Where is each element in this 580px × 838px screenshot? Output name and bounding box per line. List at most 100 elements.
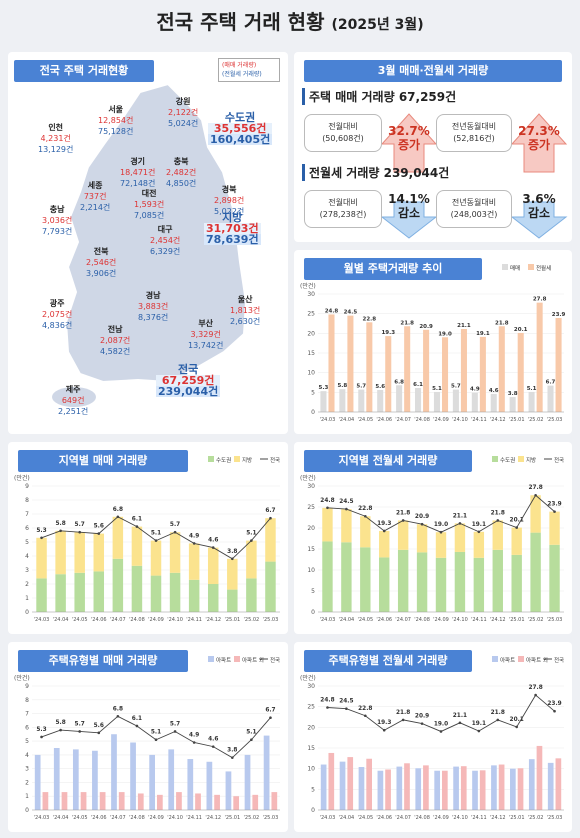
- legend-swatch: [528, 264, 534, 270]
- region-rent: 2,214건: [80, 203, 111, 212]
- x-tick-label: '24.08: [414, 417, 430, 423]
- x-tick-label: '25.03: [263, 815, 279, 821]
- point-total: [515, 526, 518, 529]
- bar-apt: [320, 764, 327, 810]
- legend-label: 전국: [554, 456, 564, 464]
- data-label-total: 3.8: [227, 549, 237, 555]
- data-label-total: 5.8: [55, 720, 65, 726]
- point-total: [97, 532, 101, 535]
- map-region-15: 전남 2,087건 4,582건: [100, 324, 130, 357]
- bar-nonapt: [99, 792, 106, 810]
- region-rent: 7,085건: [134, 211, 165, 220]
- bar-nonapt: [536, 745, 543, 810]
- point-total: [97, 731, 101, 735]
- y-tick-label: 0: [25, 609, 29, 616]
- data-label-total: 5.6: [94, 723, 104, 729]
- bar-local: [341, 509, 352, 543]
- data-label-total: 20.1: [510, 518, 524, 524]
- x-tick-label: '24.11: [186, 617, 202, 623]
- y-tick-label: 3: [25, 567, 29, 574]
- data-label-total: 20.9: [415, 714, 429, 720]
- x-tick-label: '24.06: [376, 617, 392, 623]
- data-label-total: 19.1: [472, 522, 486, 528]
- bar-capital: [435, 557, 447, 612]
- x-tick-label: '24.06: [376, 815, 392, 821]
- y-tick-label: 30: [307, 483, 315, 490]
- y-axis-label: (만건): [300, 474, 316, 482]
- data-label-rent: 27.8: [533, 297, 547, 303]
- y-tick-label: 1: [25, 793, 29, 800]
- data-label-sale: 5.8: [337, 383, 347, 389]
- point-total: [553, 510, 556, 513]
- bar-nonapt: [157, 794, 163, 810]
- point-total: [326, 706, 329, 709]
- data-label-rent: 23.9: [552, 312, 566, 318]
- region-rent: 72,148건: [120, 179, 156, 188]
- data-label-total: 5.7: [170, 522, 180, 528]
- x-tick-label: '24.08: [414, 815, 430, 821]
- y-tick-label: 10: [307, 567, 315, 574]
- bar-apt: [453, 766, 459, 810]
- x-tick-label: '24.06: [91, 617, 107, 623]
- map-title: 전국 주택 거래현황: [14, 60, 154, 82]
- point-total: [78, 730, 81, 733]
- rent-yoy-pct: 3.6% 감소: [522, 192, 556, 220]
- y-tick-label: 10: [307, 370, 315, 377]
- data-label-total: 21.8: [396, 510, 410, 516]
- bar-nonapt: [479, 770, 486, 810]
- x-tick-label: '25.02: [528, 617, 544, 623]
- y-tick-label: 20: [307, 525, 315, 532]
- bar-apt: [472, 770, 478, 810]
- region-sale: 3,329건: [190, 330, 221, 339]
- y-tick-label: 7: [25, 511, 29, 518]
- title-main: 전국 주택 거래 현황: [156, 10, 325, 34]
- bar-sale: [471, 392, 478, 412]
- map-region-0: 서울 12,854건 75,128건: [98, 104, 133, 137]
- bar-apt: [149, 754, 155, 810]
- legend-sale: (매매 거래량): [222, 62, 257, 69]
- bar-nonapt: [347, 757, 354, 810]
- region-rent: 13,129건: [38, 145, 74, 154]
- data-label-total: 3.8: [227, 748, 237, 754]
- data-label-total: 6.1: [132, 716, 142, 722]
- data-label-sale: 3.8: [508, 391, 518, 397]
- point-total: [59, 728, 62, 732]
- x-tick-label: '24.05: [357, 815, 373, 821]
- data-label-total: 24.8: [320, 697, 334, 703]
- rent-yoy-box: 전년동월대비 (248,003건): [436, 190, 512, 228]
- bar-rent: [404, 326, 411, 412]
- map-region-2: 인천 4,231건 13,129건: [38, 122, 73, 155]
- y-tick-label: 2: [25, 581, 29, 588]
- chart-panel-type-sale: 주택유형별 매매 거래량 (만건) 0 1 2 3 4 5 6 7 8 9 아파트 아파트 외 전국 '24…: [8, 642, 288, 832]
- bar-capital: [322, 541, 333, 612]
- y-tick-label: 2: [25, 779, 29, 786]
- legend-label: 전국: [270, 456, 280, 464]
- map-region-1: 강원 2,122건 5,024건: [168, 96, 198, 129]
- point-total: [269, 716, 272, 719]
- bar-capital: [360, 547, 371, 612]
- y-tick-label: 5: [311, 786, 315, 793]
- bar-capital: [131, 565, 143, 612]
- region-rent: 4,582건: [100, 347, 131, 356]
- region-rent: 13,742건: [188, 341, 224, 350]
- x-tick-label: '24.09: [148, 815, 164, 821]
- region-sale: 3,883건: [138, 302, 169, 311]
- data-label-total: 5.3: [36, 528, 46, 534]
- bar-apt: [415, 768, 422, 810]
- data-label-sale: 4.6: [489, 388, 499, 394]
- region-rent: 5,024건: [168, 119, 199, 128]
- bar-nonapt: [214, 794, 220, 810]
- x-tick-label: '25.03: [547, 417, 563, 423]
- bar-nonapt: [366, 758, 372, 810]
- data-label-total: 4.6: [208, 737, 218, 743]
- x-tick-label: '24.09: [433, 617, 449, 623]
- bar-apt: [434, 770, 440, 810]
- legend-label: 수도권: [216, 456, 231, 464]
- data-label-rent: 20.1: [514, 327, 528, 333]
- point-total: [345, 507, 348, 511]
- bar-nonapt: [271, 792, 278, 810]
- x-tick-label: '24.05: [72, 815, 88, 821]
- bar-sale: [339, 389, 346, 412]
- bar-local: [397, 520, 409, 550]
- bar-apt: [225, 771, 232, 810]
